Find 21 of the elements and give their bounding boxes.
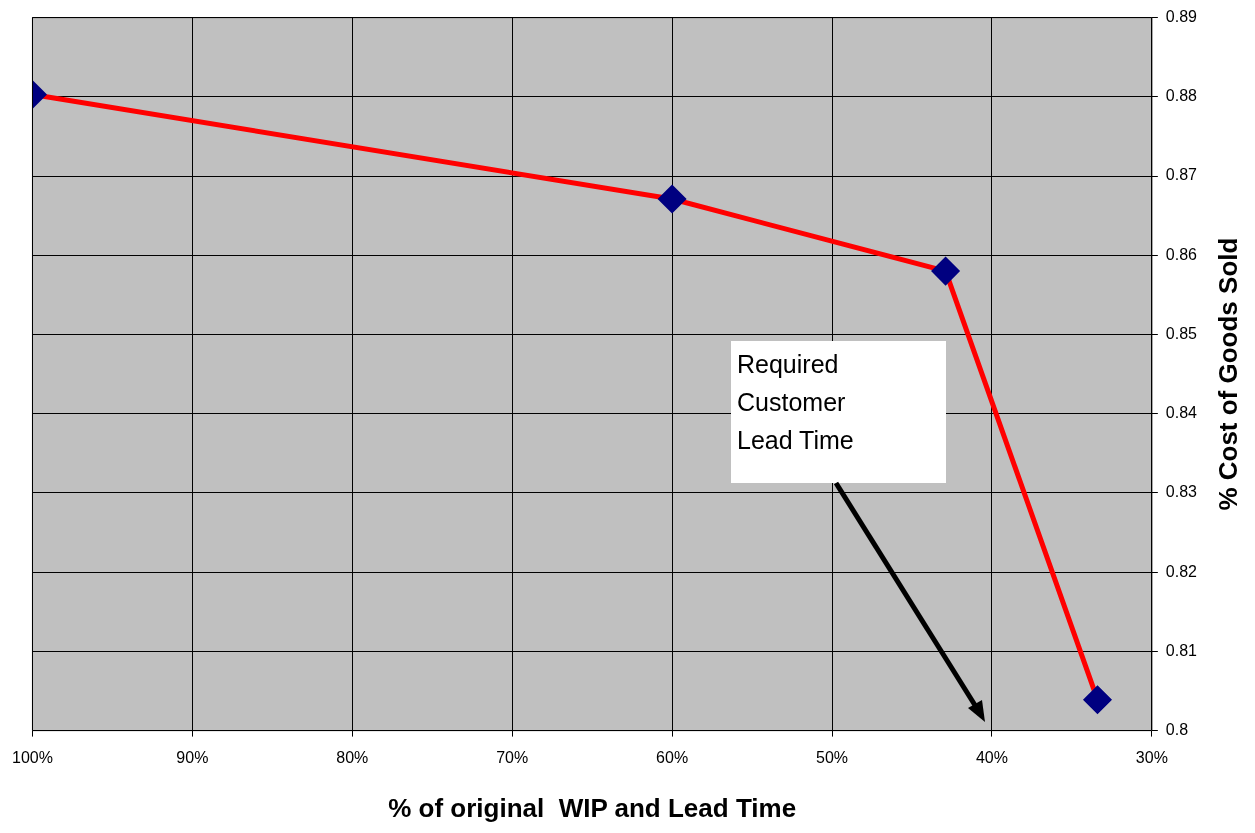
y-tick-label: 0.81 xyxy=(1165,641,1198,659)
x-tick-label: 30% xyxy=(1135,748,1168,766)
y-tick-label: 0.85 xyxy=(1165,324,1198,342)
y-tick-label: 0.88 xyxy=(1165,87,1198,105)
y-axis-title: % Cost of Goods Sold xyxy=(1213,237,1244,511)
x-tick-label: 70% xyxy=(496,748,529,766)
y-tick-label: 0.89 xyxy=(1165,8,1198,26)
y-tick-label: 0.84 xyxy=(1165,404,1198,422)
x-tick-label: 40% xyxy=(975,748,1008,766)
note-box: Required Customer Lead Time xyxy=(731,341,946,483)
x-tick-label: 90% xyxy=(176,748,209,766)
y-tick-label: 0.87 xyxy=(1165,166,1198,184)
x-tick-label: 100% xyxy=(12,748,53,766)
x-axis-title: % of original WIP and Lead Time xyxy=(388,792,797,823)
y-tick-label: 0.83 xyxy=(1165,483,1198,501)
y-tick-label: 0.86 xyxy=(1165,245,1198,263)
x-tick-label: 50% xyxy=(816,748,849,766)
y-tick-label: 0.8 xyxy=(1165,721,1189,739)
x-tick-label: 80% xyxy=(336,748,369,766)
x-tick-label: 60% xyxy=(656,748,689,766)
y-tick-label: 0.82 xyxy=(1165,562,1198,580)
